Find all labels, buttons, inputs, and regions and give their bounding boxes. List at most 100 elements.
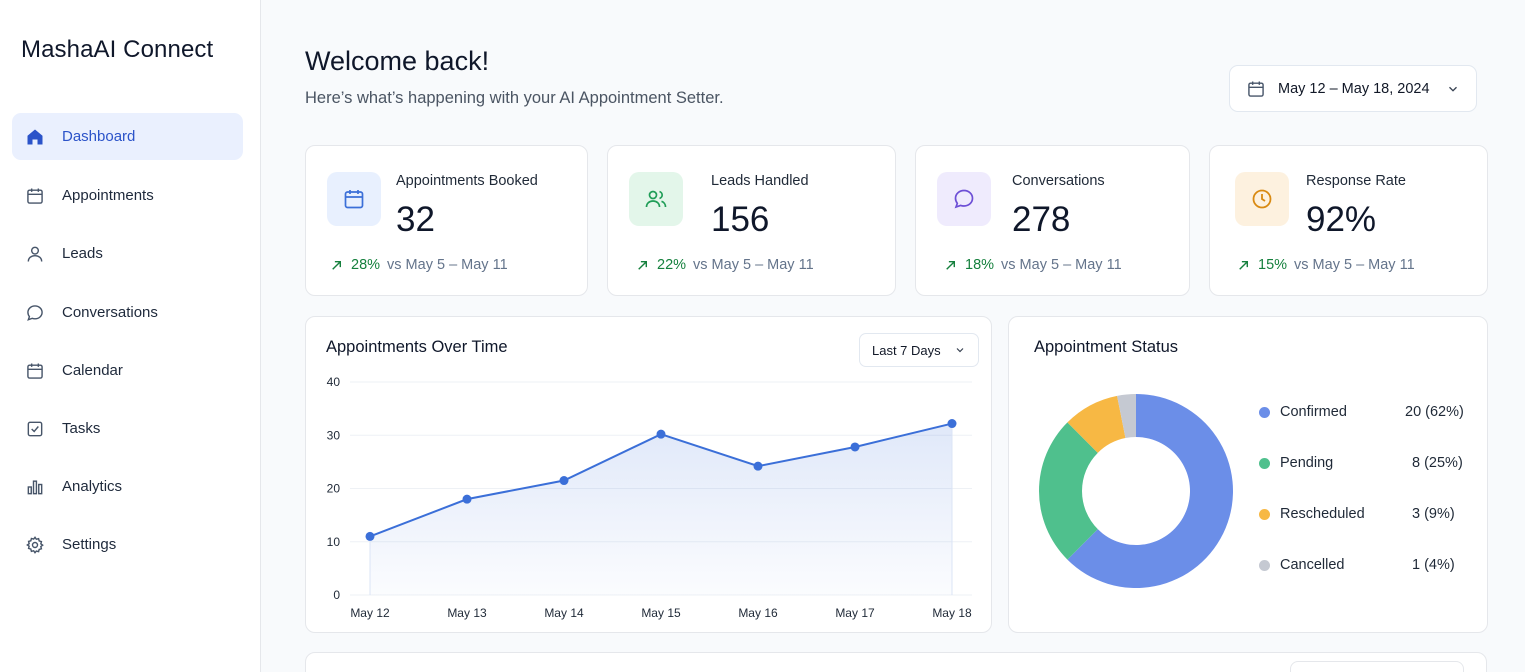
- legend-value: 1 (4%): [1412, 557, 1455, 573]
- bottom-panel: [305, 652, 1487, 672]
- page-title: Welcome back!: [305, 46, 490, 76]
- sidebar-item-label: Tasks: [62, 420, 101, 437]
- trend-up-icon: [638, 260, 647, 270]
- icon-box: [1235, 172, 1289, 226]
- appointments-over-time-panel: 0 10 20 30 40 May 12 May 13 May 14 May 15 May 16 M…: [305, 316, 992, 633]
- sidebar-item-label: Dashboard: [62, 128, 136, 145]
- calendar-icon: [344, 190, 364, 209]
- stat-change: 22%: [657, 257, 687, 273]
- stat-compare: vs May 5 – May 11: [387, 257, 508, 273]
- stat-value: 32: [396, 200, 435, 239]
- stat-card-response-rate: Response Rate 92% 15% vs May 5 – May 11: [1209, 145, 1488, 296]
- date-range-picker[interactable]: May 12 – May 18, 2024: [1229, 65, 1477, 112]
- sidebar-item-conversations[interactable]: Conversations: [12, 289, 243, 336]
- trend-up-icon: [1239, 260, 1248, 270]
- legend-dot: [1259, 406, 1270, 418]
- stat-card-appointments: Appointments Booked 32 28% vs May 5 – Ma…: [305, 145, 588, 296]
- legend-value: 8 (25%): [1412, 455, 1463, 471]
- bottom-panel-button[interactable]: [1290, 661, 1464, 672]
- stat-value: 92%: [1306, 200, 1377, 239]
- sidebar-item-calendar[interactable]: Calendar: [12, 347, 243, 394]
- stat-change: 15%: [1258, 257, 1288, 273]
- sidebar-item-tasks[interactable]: Tasks: [12, 405, 243, 452]
- chat-icon: [24, 302, 46, 324]
- legend-item-pending: Pending 8 (25%): [1259, 452, 1469, 474]
- x-tick-label: May 16: [738, 606, 778, 620]
- gear-icon: [24, 534, 46, 556]
- stat-label: Appointments Booked: [396, 173, 538, 189]
- donut-chart: [1039, 394, 1233, 588]
- stat-change: 28%: [351, 257, 381, 273]
- sidebar-item-label: Leads: [62, 245, 103, 262]
- data-point: [559, 476, 569, 486]
- range-select-label: Last 7 Days: [872, 342, 941, 358]
- x-tick-label: May 14: [544, 606, 584, 620]
- y-tick-label: 40: [327, 375, 341, 389]
- y-tick-label: 30: [327, 428, 341, 442]
- app-title: MashaAI Connect: [21, 36, 214, 63]
- data-point: [850, 442, 860, 452]
- legend-item-cancelled: Cancelled 1 (4%): [1259, 554, 1469, 576]
- panel-title: Appointment Status: [1034, 338, 1179, 356]
- donut-slice-rescheduled: [1067, 395, 1126, 453]
- sidebar-item-appointments[interactable]: Appointments: [12, 172, 243, 219]
- sidebar-item-label: Analytics: [62, 478, 123, 495]
- sidebar-item-label: Conversations: [62, 304, 158, 321]
- legend-item-confirmed: Confirmed 20 (62%): [1259, 401, 1469, 423]
- stat-value: 156: [711, 200, 770, 239]
- trend-up-icon: [332, 260, 341, 270]
- main-content: Welcome back! Here’s what’s happening wi…: [261, 0, 1525, 672]
- legend-value: 20 (62%): [1405, 404, 1464, 420]
- checkbox-icon: [24, 418, 46, 440]
- range-select[interactable]: Last 7 Days: [859, 333, 979, 367]
- x-tick-label: May 17: [835, 606, 875, 620]
- chat-icon: [954, 189, 974, 209]
- icon-box: [937, 172, 991, 226]
- stat-card-conversations: Conversations 278 18% vs May 5 – May 11: [915, 145, 1190, 296]
- x-tick-label: May 18: [932, 606, 972, 620]
- legend-label: Cancelled: [1280, 557, 1345, 573]
- x-tick-label: May 12: [350, 606, 390, 620]
- sidebar-item-settings[interactable]: Settings: [12, 521, 243, 568]
- stat-label: Response Rate: [1306, 173, 1406, 189]
- stat-value: 278: [1012, 200, 1071, 239]
- x-tick-label: May 13: [447, 606, 487, 620]
- calendar-icon: [24, 185, 46, 207]
- legend-value: 3 (9%): [1412, 506, 1455, 522]
- x-tick-label: May 15: [641, 606, 681, 620]
- sidebar-item-label: Settings: [62, 536, 117, 553]
- legend-dot: [1259, 457, 1270, 469]
- panel-title: Appointments Over Time: [326, 338, 508, 356]
- data-point: [462, 494, 472, 504]
- y-tick-label: 0: [333, 588, 340, 602]
- area-fill: [370, 423, 952, 595]
- stat-compare: vs May 5 – May 11: [693, 257, 814, 273]
- y-tick-label: 10: [327, 535, 341, 549]
- stat-trend: 18% vs May 5 – May 11: [944, 257, 1122, 273]
- donut-slice-pending: [1039, 422, 1098, 560]
- data-point: [365, 531, 375, 541]
- sidebar-item-label: Appointments: [62, 187, 154, 204]
- legend-label: Rescheduled: [1280, 506, 1365, 522]
- stat-compare: vs May 5 – May 11: [1001, 257, 1122, 273]
- donut-slice-confirmed: [1067, 394, 1233, 588]
- icon-box: [629, 172, 683, 226]
- home-icon: [24, 126, 46, 148]
- legend-dot: [1259, 559, 1270, 571]
- sidebar: MashaAI Connect Dashboard Appointments L…: [0, 0, 261, 672]
- bar-chart-icon: [24, 476, 46, 498]
- clock-icon: [1252, 189, 1272, 209]
- line-chart: 0 10 20 30 40 May 12 May 13 May 14 May 15 May 16 M…: [327, 375, 972, 620]
- sidebar-item-leads[interactable]: Leads: [12, 230, 243, 277]
- legend-item-rescheduled: Rescheduled 3 (9%): [1259, 503, 1469, 525]
- sidebar-item-analytics[interactable]: Analytics: [12, 463, 243, 510]
- chevron-down-icon: [956, 348, 964, 353]
- stat-compare: vs May 5 – May 11: [1294, 257, 1415, 273]
- legend-dot: [1259, 508, 1270, 520]
- chevron-down-icon: [1449, 86, 1457, 92]
- data-point: [656, 429, 666, 439]
- icon-box: [327, 172, 381, 226]
- donut-slice-cancelled: [1117, 394, 1136, 439]
- sidebar-item-dashboard[interactable]: Dashboard: [12, 113, 243, 160]
- stat-label: Leads Handled: [711, 173, 809, 189]
